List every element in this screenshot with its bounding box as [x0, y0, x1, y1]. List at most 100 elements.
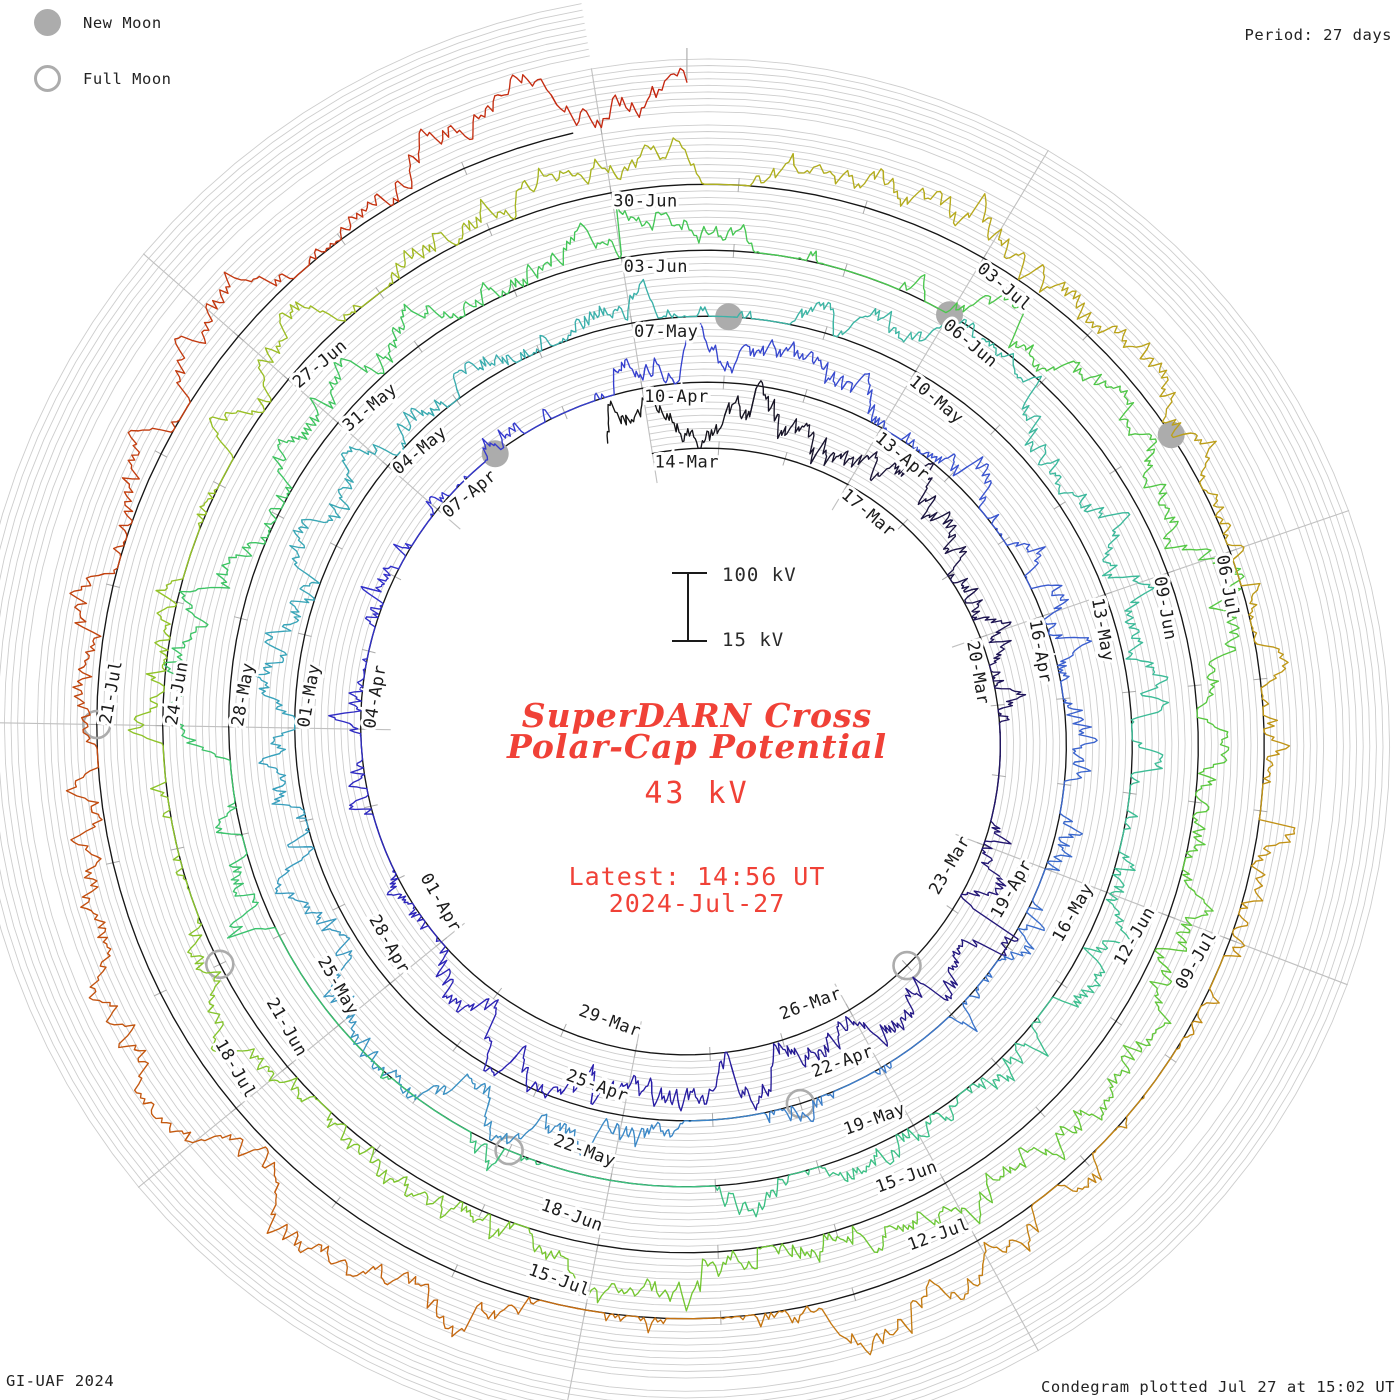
trace-segment	[637, 1183, 677, 1188]
trace-segment	[810, 1165, 855, 1183]
trace-segment	[365, 616, 376, 649]
date-label: 03-Jun	[624, 257, 688, 277]
trace-segment	[709, 1250, 756, 1277]
date-label: 10-May	[905, 372, 967, 429]
trace-segment	[598, 292, 635, 321]
trace-segment	[793, 341, 822, 366]
date-label: 13-May	[1087, 596, 1118, 663]
trace-segment	[810, 437, 842, 467]
trace-segment	[212, 271, 260, 310]
trace-segment	[323, 974, 355, 1012]
trace-segment	[196, 476, 224, 516]
trace-segment	[997, 754, 1001, 781]
trace-segment	[293, 1235, 346, 1265]
trace-segment	[908, 439, 938, 459]
trace-segment	[1105, 867, 1136, 901]
trace-segment	[387, 543, 411, 570]
trace-segment	[1060, 672, 1073, 705]
trace-segment	[777, 1167, 815, 1186]
legend-new-moon: New Moon	[34, 9, 162, 36]
date-label: 29-Mar	[576, 1001, 643, 1042]
trace-segment	[547, 1122, 579, 1153]
trace-segment	[359, 1037, 385, 1077]
trace-segment	[1043, 1177, 1097, 1197]
trace-segment	[885, 274, 926, 298]
trace-segment	[1130, 694, 1170, 734]
trace-segment	[867, 451, 897, 482]
trace-segment	[187, 919, 205, 970]
trace-segment	[1208, 562, 1245, 610]
trace-segment	[506, 1113, 550, 1145]
plotted-label: Condegram plotted Jul 27 at 15:02 UT	[1041, 1378, 1395, 1396]
trace-segment	[275, 928, 295, 964]
date-label: 25-May	[313, 953, 363, 1019]
trace-segment	[509, 1222, 547, 1260]
date-ray	[831, 149, 1049, 511]
trace-segment	[706, 1116, 739, 1121]
trace-segment	[822, 1082, 853, 1099]
trace-segment	[880, 1128, 914, 1166]
trace-segment	[632, 278, 671, 319]
full-moon-marker	[494, 1135, 524, 1166]
trace-segment	[393, 1176, 434, 1206]
period-label: Period: 27 days	[1244, 26, 1392, 44]
trace-segment	[1008, 297, 1034, 351]
full-moon-marker	[205, 949, 235, 980]
date-label: 07-Apr	[439, 466, 501, 523]
trace-segment	[401, 303, 454, 319]
trace-segment	[173, 717, 226, 760]
trace-segment	[258, 686, 296, 725]
trace-segment	[1010, 927, 1035, 960]
trace-segment	[944, 545, 968, 581]
trace-segment	[1138, 1062, 1168, 1103]
trace-segment	[1035, 264, 1077, 300]
trace-segment	[613, 144, 661, 181]
trace-segment	[372, 423, 407, 457]
trace-segment	[1088, 1078, 1118, 1121]
trace-segment	[512, 334, 543, 364]
trace-segment	[590, 1080, 626, 1105]
trace-segment	[185, 879, 200, 924]
trace-segment	[1182, 432, 1217, 477]
trace-segment	[348, 670, 365, 700]
scale-bar	[672, 572, 707, 642]
trace-segment	[798, 422, 817, 465]
trace-segment	[1232, 554, 1261, 601]
trace-segment	[1118, 830, 1136, 871]
trace-segment	[404, 525, 426, 550]
trace-segment	[675, 423, 702, 449]
trace-segment	[796, 1094, 826, 1123]
date-label: 10-Apr	[644, 387, 708, 407]
trace-segment	[1097, 325, 1151, 360]
trace-segment	[801, 1305, 862, 1346]
trace-segment	[271, 785, 306, 819]
trace-segment	[1005, 542, 1046, 563]
trace-segment	[1072, 290, 1105, 334]
trace-segment	[619, 210, 665, 231]
trace-segment	[215, 831, 248, 868]
trace-segment	[877, 1053, 904, 1075]
trace-segment	[209, 398, 266, 424]
trace-segment	[924, 1016, 950, 1039]
trace-segment	[485, 180, 531, 220]
trace-segment	[1131, 729, 1164, 770]
trace-segment	[917, 462, 937, 506]
trace-segment	[619, 1315, 670, 1334]
trace-segment	[429, 484, 459, 503]
trace-segment	[956, 939, 1007, 957]
trace-segment	[172, 839, 188, 884]
trace-segment	[964, 1074, 1001, 1094]
date-label: 21-Jul	[96, 659, 127, 726]
trace-segment	[429, 1195, 474, 1219]
trace-segment	[730, 1064, 764, 1111]
trace-segment	[1055, 1109, 1093, 1148]
trace-segment	[237, 1146, 280, 1193]
trace-segment	[833, 168, 885, 189]
legend-full-moon: Full Moon	[34, 65, 172, 92]
trace-segment	[179, 564, 231, 599]
trace-segment	[1030, 443, 1060, 477]
trace-segment	[189, 513, 206, 558]
trace-segment	[650, 1081, 680, 1108]
date-label: 09-Jun	[1149, 575, 1180, 642]
trace-segment	[514, 256, 552, 288]
